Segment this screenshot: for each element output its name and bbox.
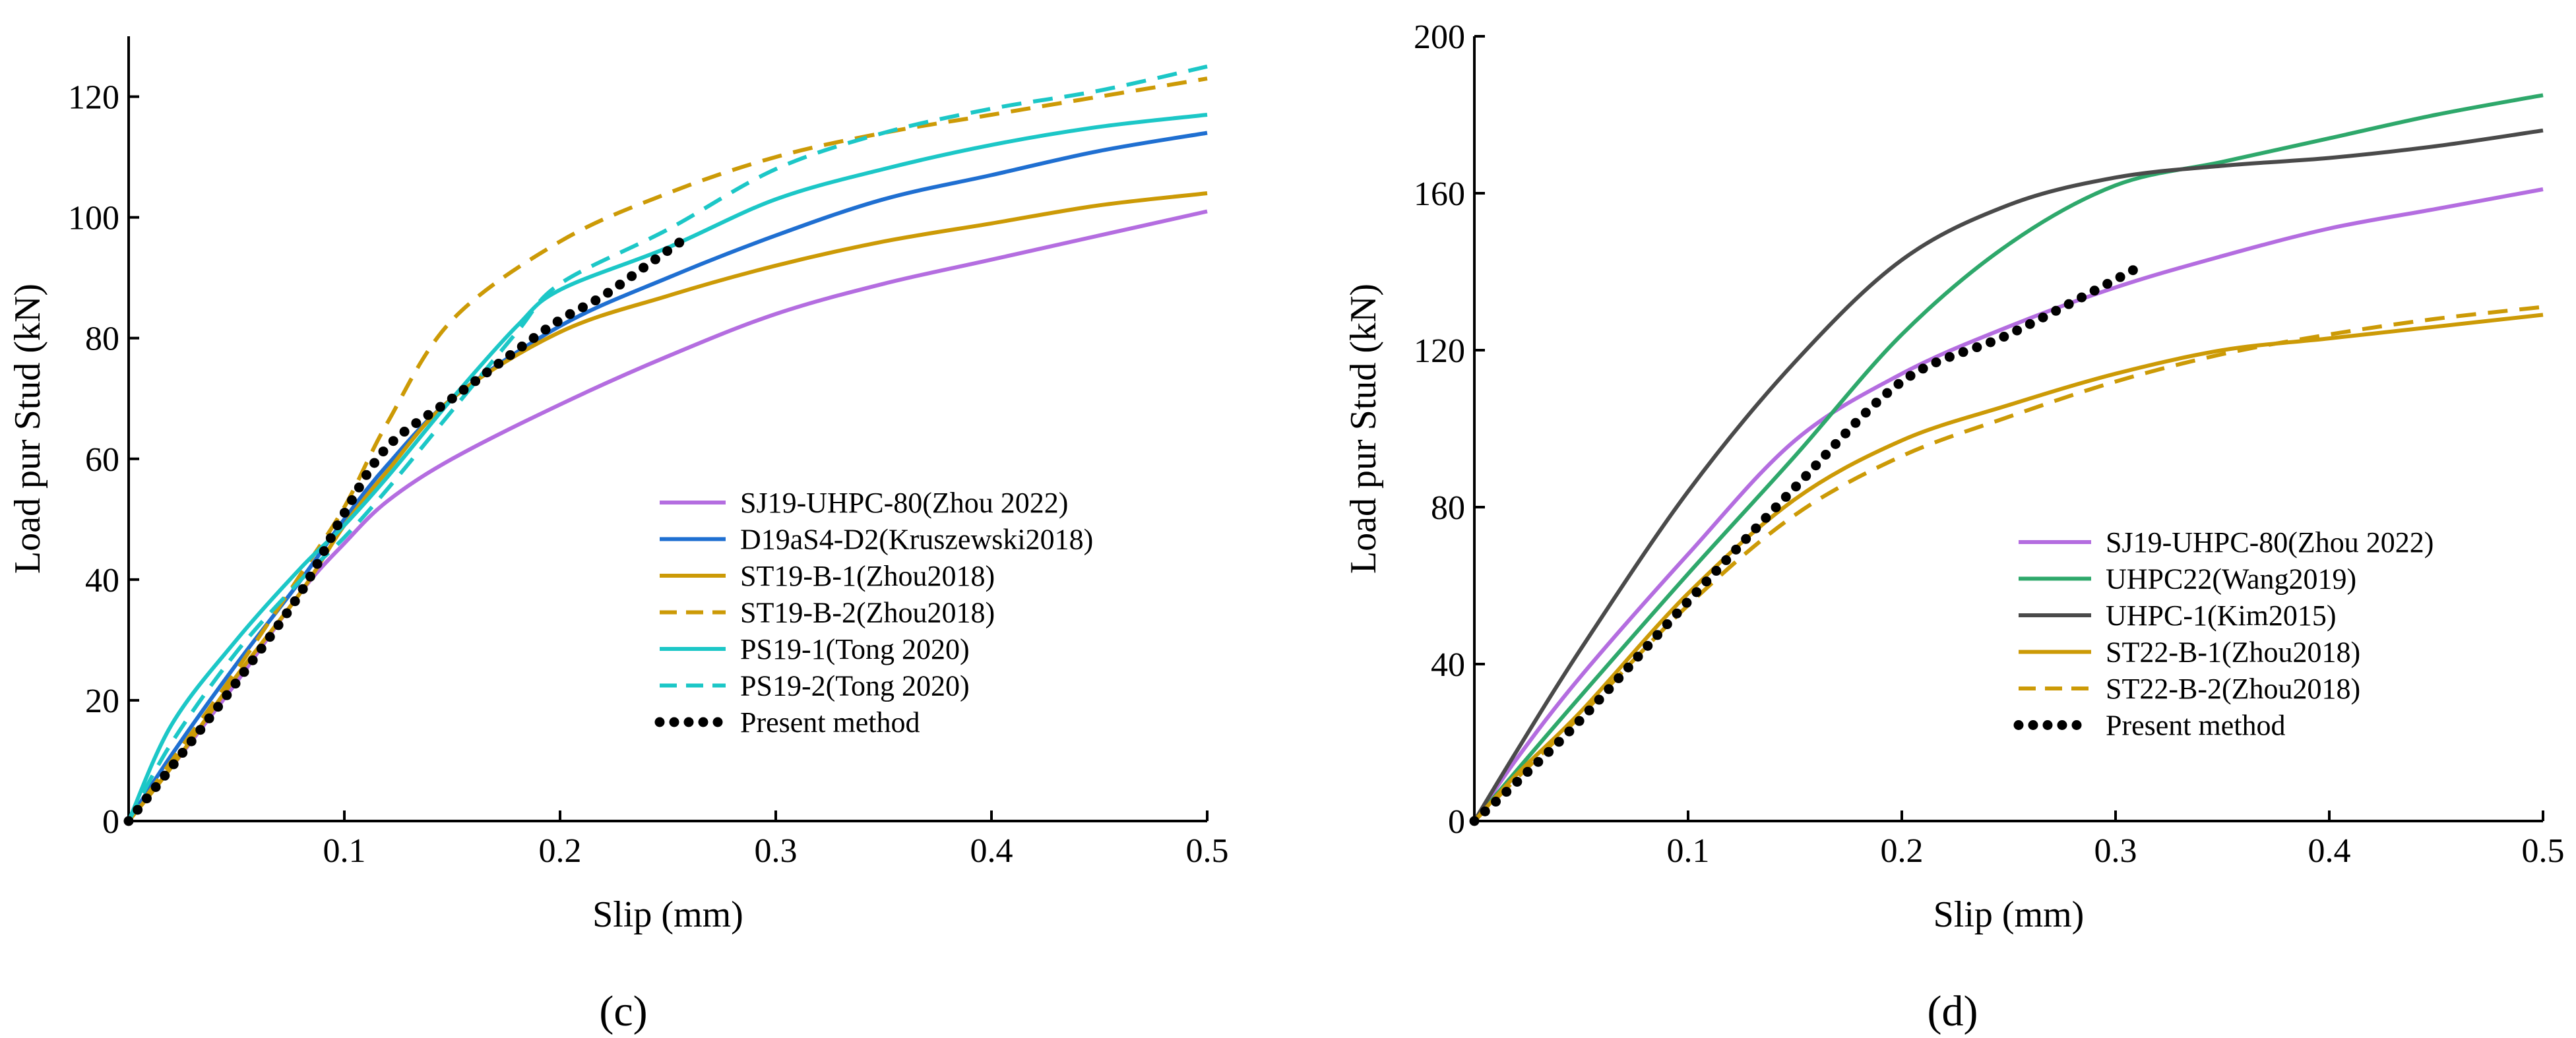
- x-tick-label: 0.4: [970, 832, 1013, 870]
- x-tick-label: 0.2: [1881, 832, 1924, 870]
- series-line-1: [1472, 187, 2544, 822]
- x-tick-label: 0.3: [755, 832, 798, 870]
- series-line-4: [1472, 313, 2544, 823]
- x-axis-label: Slip (mm): [592, 894, 743, 935]
- legend-label-6: Present method: [2106, 710, 2286, 742]
- legend-label-1: SJ19-UHPC-80(Zhou 2022): [740, 487, 1068, 519]
- y-axis-label: Load pur Stud (kN): [7, 284, 48, 574]
- legend-label-4: ST19-B-2(Zhou2018): [740, 597, 995, 629]
- legend-label-3: ST19-B-1(Zhou2018): [740, 560, 995, 592]
- y-tick-label: 80: [85, 321, 119, 358]
- series-line-5: [1472, 305, 2544, 823]
- legend-label-2: D19aS4-D2(Kruszewski2018): [740, 524, 1093, 556]
- series-line-2: [127, 131, 1208, 822]
- series-line-3: [1472, 128, 2544, 822]
- series-line-6: [1469, 262, 2142, 826]
- x-tick-label: 0.2: [539, 832, 582, 870]
- y-tick-label: 80: [1431, 489, 1465, 527]
- x-axis-label: Slip (mm): [1933, 894, 2085, 935]
- chart-panel-c: 0 20 40 60 80 100 120 0.1 0.2 0.3 0.4 0.5 Slip (mm) L…: [7, 36, 1229, 935]
- x-tick-label: 0.3: [2094, 832, 2137, 870]
- legend-label-3: UHPC-1(Kim2015): [2106, 599, 2337, 632]
- series-line-5: [127, 113, 1208, 822]
- x-tick-label: 0.1: [323, 832, 366, 870]
- series-line-7: [123, 230, 695, 826]
- y-tick-label: 160: [1414, 175, 1465, 213]
- panel-label-c: (c): [599, 987, 647, 1035]
- legend-label-5: ST22-B-2(Zhou2018): [2106, 673, 2360, 705]
- x-tick-label: 0.5: [1186, 832, 1229, 870]
- y-tick-label: 100: [68, 200, 119, 237]
- panel-label-d: (d): [1928, 987, 1978, 1035]
- y-tick-label: 0: [1448, 803, 1465, 841]
- chart-panel-d: 0 40 80 120 160 200 0.1 0.2 0.3 0.4 0.5 Slip (mm) Lo…: [1343, 18, 2565, 935]
- legend-label-2: UHPC22(Wang2019): [2106, 563, 2356, 595]
- x-tick-label: 0.5: [2522, 832, 2565, 870]
- y-tick-label: 120: [1414, 332, 1465, 370]
- series-line-2: [1472, 93, 2544, 822]
- series-line-1: [127, 209, 1208, 822]
- series-line-4: [127, 76, 1208, 822]
- y-axis-label: Load pur Stud (kN): [1343, 284, 1384, 574]
- y-tick-label: 20: [85, 683, 119, 720]
- y-tick-label: 0: [102, 803, 119, 841]
- legend-label-6: PS19-2(Tong 2020): [740, 670, 970, 702]
- legend-label-4: ST22-B-1(Zhou2018): [2106, 636, 2360, 669]
- legend-label-5: PS19-1(Tong 2020): [740, 633, 970, 665]
- x-tick-label: 0.1: [1667, 832, 1710, 870]
- y-tick-label: 200: [1414, 18, 1465, 56]
- x-tick-label: 0.4: [2308, 832, 2351, 870]
- y-tick-label: 40: [1431, 646, 1465, 684]
- y-tick-label: 60: [85, 441, 119, 479]
- legend-label-1: SJ19-UHPC-80(Zhou 2022): [2106, 526, 2434, 559]
- series-line-6: [127, 64, 1208, 822]
- legend-label-7: Present method: [740, 706, 920, 739]
- y-tick-label: 40: [85, 562, 119, 599]
- y-tick-label: 120: [68, 79, 119, 117]
